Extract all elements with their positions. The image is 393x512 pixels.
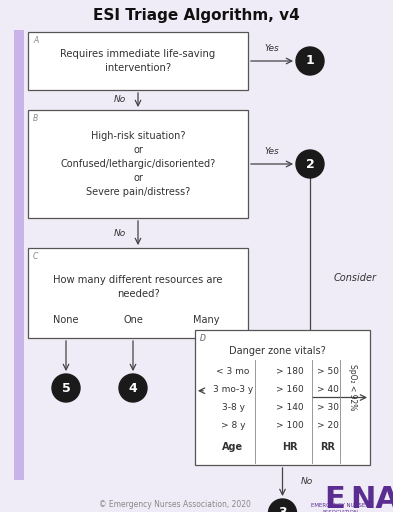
Text: > 180: > 180 (276, 368, 304, 376)
Text: Many: Many (193, 315, 219, 325)
Text: 2: 2 (306, 158, 314, 170)
Text: © Emergency Nurses Association, 2020: © Emergency Nurses Association, 2020 (99, 500, 251, 509)
Text: Age: Age (222, 442, 244, 452)
Circle shape (268, 499, 296, 512)
Circle shape (119, 374, 147, 402)
Text: How many different resources are
needed?: How many different resources are needed? (53, 275, 223, 299)
Text: Requires immediate life-saving
intervention?: Requires immediate life-saving intervent… (61, 49, 216, 73)
Text: RR: RR (321, 442, 336, 452)
Text: E: E (325, 485, 345, 512)
Circle shape (52, 374, 80, 402)
Text: No: No (301, 477, 313, 485)
Text: 5: 5 (62, 381, 70, 395)
Text: EMERGENCY NURSES
ASSOCIATION: EMERGENCY NURSES ASSOCIATION (311, 503, 369, 512)
Text: 3: 3 (278, 506, 287, 512)
FancyBboxPatch shape (28, 32, 248, 90)
FancyBboxPatch shape (14, 30, 24, 480)
Text: C: C (33, 252, 39, 261)
Text: No: No (114, 96, 126, 104)
Text: HR: HR (282, 442, 298, 452)
Text: 3-8 y: 3-8 y (222, 403, 244, 413)
Text: Yes: Yes (264, 44, 279, 53)
Text: > 50: > 50 (317, 368, 339, 376)
Text: D: D (200, 334, 206, 343)
Text: NA: NA (350, 485, 393, 512)
FancyBboxPatch shape (195, 330, 370, 465)
Circle shape (296, 150, 324, 178)
Text: > 20: > 20 (317, 421, 339, 431)
Text: 4: 4 (129, 381, 138, 395)
FancyBboxPatch shape (28, 248, 248, 338)
Text: Danger zone vitals?: Danger zone vitals? (229, 346, 326, 356)
Text: > 8 y: > 8 y (221, 421, 245, 431)
Text: > 160: > 160 (276, 386, 304, 395)
Text: Yes: Yes (264, 147, 279, 156)
Circle shape (296, 47, 324, 75)
Text: ESI Triage Algorithm, v4: ESI Triage Algorithm, v4 (93, 8, 299, 23)
Text: No: No (114, 228, 126, 238)
Text: < 3 mo: < 3 mo (216, 368, 250, 376)
Text: > 40: > 40 (317, 386, 339, 395)
Text: > 140: > 140 (276, 403, 304, 413)
Text: > 30: > 30 (317, 403, 339, 413)
Text: Consider: Consider (334, 273, 376, 283)
Text: B: B (33, 114, 38, 123)
Text: > 100: > 100 (276, 421, 304, 431)
Text: One: One (123, 315, 143, 325)
Text: 1: 1 (306, 54, 314, 68)
Text: D: D (200, 334, 206, 343)
Text: A: A (33, 36, 38, 45)
Text: 3 mo-3 y: 3 mo-3 y (213, 386, 253, 395)
Text: High-risk situation?
or
Confused/lethargic/disoriented?
or
Severe pain/distress?: High-risk situation? or Confused/letharg… (61, 131, 216, 197)
Text: SpO₂ < 92%: SpO₂ < 92% (349, 365, 358, 411)
FancyBboxPatch shape (28, 110, 248, 218)
Text: None: None (53, 315, 79, 325)
